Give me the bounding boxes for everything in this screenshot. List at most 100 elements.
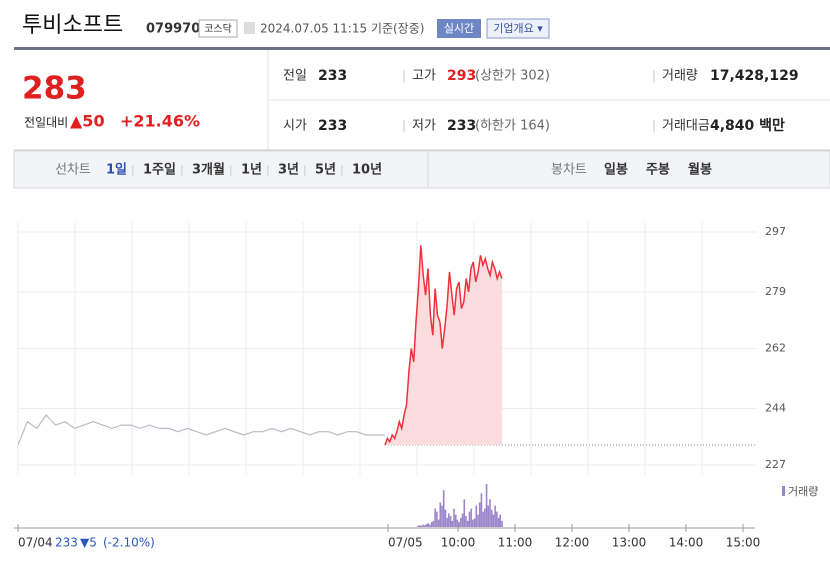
summary-label: 시가: [283, 119, 307, 134]
price-line: [17, 414, 385, 446]
y-tick-label: 297: [765, 225, 786, 238]
period-tab[interactable]: 5년: [315, 163, 336, 178]
volume-bar: [437, 519, 440, 527]
volume-bar: [446, 517, 448, 527]
summary-value: 4,840 백만: [710, 118, 785, 134]
volume-bar: [422, 524, 424, 527]
summary-label: 거래량: [662, 69, 698, 84]
volume-bar: [470, 508, 472, 527]
volume-bar: [425, 523, 428, 527]
volume-bar: [485, 484, 488, 527]
separator-bar: |: [266, 163, 270, 176]
volume-bar: [496, 511, 498, 527]
separator-bar: |: [180, 163, 184, 176]
volume-bar: [478, 502, 481, 527]
summary-value: 17,428,129: [710, 68, 799, 84]
period-tab[interactable]: 3개월: [192, 162, 225, 178]
volume-bar: [484, 508, 486, 527]
x-tick-label: 10:00: [441, 536, 476, 550]
candle-tab[interactable]: 월봉: [688, 162, 712, 178]
y-tick-label: 227: [765, 458, 786, 471]
x-tick-label: 11:00: [498, 536, 533, 550]
footer-change-pct: (-2.10%): [103, 536, 155, 550]
volume-bar: [430, 522, 433, 527]
summary-limit: (상한가 302): [475, 69, 550, 84]
volume-bar: [501, 520, 503, 527]
separator-bar: |: [652, 69, 656, 83]
top-border: [14, 47, 830, 50]
realtime-badge[interactable]: [437, 19, 481, 38]
volume-bar: [475, 505, 478, 527]
volume-bar: [460, 517, 462, 527]
period-tab[interactable]: 10년: [352, 163, 382, 178]
company-info[interactable]: 기업개요 ▾: [493, 22, 543, 35]
volume-bar: [454, 514, 457, 527]
footer-close: 233: [55, 536, 78, 550]
volume-bar: [418, 525, 421, 527]
separator-bar: |: [131, 163, 135, 176]
volume-bar: [468, 511, 471, 527]
volume-bar: [442, 490, 445, 527]
summary-label: 고가: [412, 69, 436, 84]
price-area: [385, 245, 502, 446]
separator-bar: |: [229, 163, 233, 176]
volume-bar: [497, 517, 500, 527]
x-tick-label: 12:00: [555, 536, 590, 550]
footer-change: ▼5: [80, 536, 97, 550]
summary-limit: (하한가 164): [475, 119, 550, 134]
volume-bar: [461, 513, 464, 527]
tab-bar: [13, 150, 830, 189]
candle-tab[interactable]: 일봉: [604, 163, 628, 178]
volume-bar: [451, 520, 454, 527]
volume-bar: [473, 518, 476, 527]
volume-bar: [482, 511, 484, 527]
tab-label: 봉차트: [551, 163, 587, 178]
volume-bar: [434, 508, 436, 527]
stock-name: 투비소프트: [22, 13, 123, 38]
realtime[interactable]: 실시간: [444, 22, 474, 35]
stock-code: 079970: [146, 22, 200, 37]
x-tick-label: 13:00: [612, 536, 647, 550]
period-tab[interactable]: 1년: [241, 163, 262, 178]
legend-label: 거래량: [788, 485, 818, 498]
y-tick-label: 244: [765, 401, 786, 414]
volume-bar: [463, 499, 466, 527]
period-tab[interactable]: 1일: [106, 163, 127, 178]
summary-value: 233: [318, 68, 347, 84]
x-tick-label: 14:00: [669, 536, 704, 550]
market-badge: [198, 19, 238, 38]
price: 283: [22, 71, 87, 107]
summary-label: 저가: [412, 119, 436, 134]
change-label: 전일대비: [24, 116, 68, 130]
period-tab[interactable]: 1주일: [143, 163, 176, 178]
y-tick-label: 279: [765, 285, 786, 298]
price-line: [384, 245, 503, 446]
volume-bar: [448, 513, 450, 527]
tab-label: 선차트: [55, 163, 91, 178]
candle-tab[interactable]: 주봉: [646, 163, 670, 178]
volume-bar: [489, 499, 491, 527]
volume-bar: [472, 519, 474, 527]
separator-bar: |: [652, 119, 656, 133]
separator-bar: |: [303, 163, 307, 176]
volume-bar: [466, 520, 469, 527]
volume-bar: [432, 520, 435, 527]
calendar-icon: [244, 22, 255, 34]
company-info-button[interactable]: [486, 18, 550, 39]
timestamp: 2024.07.05 11:15 기준(장중): [260, 22, 424, 36]
y-tick-label: 262: [765, 342, 786, 355]
separator-bar: |: [340, 163, 344, 176]
volume-bar: [465, 515, 467, 527]
summary-label: 전일: [283, 69, 307, 84]
volume-bar: [494, 505, 496, 527]
x-tick-label: 07/04: [18, 536, 53, 550]
x-tick-label: 07/05: [388, 536, 423, 550]
volume-bar: [492, 514, 495, 527]
volume-bar: [453, 508, 455, 527]
separator-bar: |: [402, 119, 406, 133]
period-tab[interactable]: 3년: [278, 163, 299, 178]
volume-bar: [487, 505, 490, 527]
volume-bar: [490, 509, 493, 527]
